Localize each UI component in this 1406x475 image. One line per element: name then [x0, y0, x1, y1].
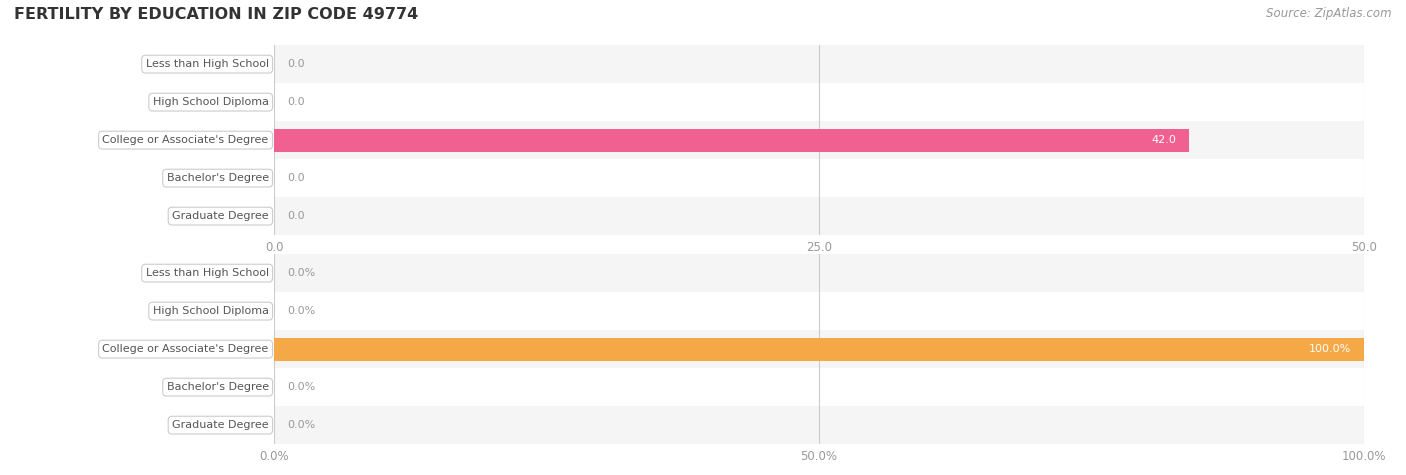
Text: Less than High School: Less than High School: [146, 268, 269, 278]
Bar: [274, 83, 1364, 121]
Text: Graduate Degree: Graduate Degree: [172, 211, 269, 221]
Text: 42.0: 42.0: [1152, 135, 1177, 145]
Text: FERTILITY BY EDUCATION IN ZIP CODE 49774: FERTILITY BY EDUCATION IN ZIP CODE 49774: [14, 7, 419, 22]
Text: 0.0: 0.0: [287, 97, 305, 107]
Bar: [274, 338, 1364, 361]
Text: 0.0: 0.0: [287, 173, 305, 183]
Text: 0.0%: 0.0%: [287, 420, 315, 430]
Text: 0.0%: 0.0%: [287, 382, 315, 392]
Bar: [274, 406, 1364, 444]
Bar: [274, 254, 1364, 292]
Bar: [274, 368, 1364, 406]
Text: High School Diploma: High School Diploma: [153, 306, 269, 316]
Bar: [274, 330, 1364, 368]
Text: Graduate Degree: Graduate Degree: [172, 420, 269, 430]
Text: College or Associate's Degree: College or Associate's Degree: [103, 135, 269, 145]
Text: 0.0%: 0.0%: [287, 306, 315, 316]
Bar: [274, 292, 1364, 330]
Text: 100.0%: 100.0%: [1309, 344, 1351, 354]
Bar: [274, 45, 1364, 83]
Bar: [274, 197, 1364, 235]
Text: Bachelor's Degree: Bachelor's Degree: [166, 382, 269, 392]
Text: 0.0: 0.0: [287, 211, 305, 221]
Text: College or Associate's Degree: College or Associate's Degree: [103, 344, 269, 354]
Text: 0.0: 0.0: [287, 59, 305, 69]
Text: Source: ZipAtlas.com: Source: ZipAtlas.com: [1267, 7, 1392, 20]
Bar: [274, 159, 1364, 197]
Bar: [274, 121, 1364, 159]
Text: Less than High School: Less than High School: [146, 59, 269, 69]
Text: Bachelor's Degree: Bachelor's Degree: [166, 173, 269, 183]
Bar: [274, 129, 1189, 152]
Text: High School Diploma: High School Diploma: [153, 97, 269, 107]
Text: 0.0%: 0.0%: [287, 268, 315, 278]
